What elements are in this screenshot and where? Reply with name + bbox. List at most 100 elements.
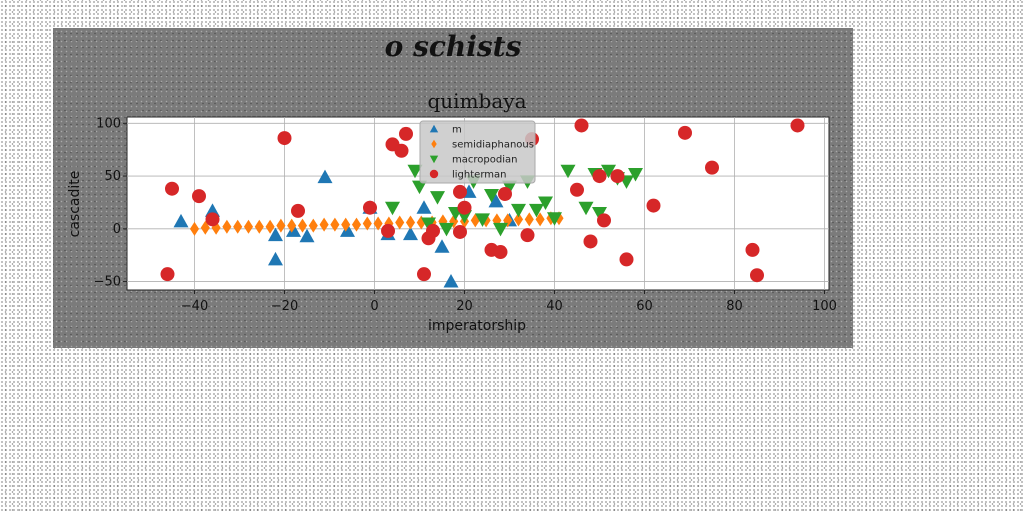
data-point-semidiaphanous	[330, 217, 340, 232]
data-point-semidiaphanous	[524, 212, 534, 227]
data-point-m	[403, 226, 418, 241]
legend-swatch-macropodian	[429, 155, 439, 164]
x-axis-label: imperatorship	[428, 318, 526, 334]
data-point-macropodian	[578, 201, 594, 216]
data-point-semidiaphanous	[416, 215, 426, 230]
data-point-m	[443, 274, 459, 288]
data-point-semidiaphanous	[395, 215, 405, 230]
series-lighterman	[160, 118, 805, 283]
data-point-lighterman	[453, 184, 467, 199]
data-point-lighterman	[493, 245, 508, 260]
data-point-m	[286, 223, 301, 237]
data-point-semidiaphanous	[341, 217, 351, 232]
data-point-semidiaphanous	[405, 215, 416, 230]
data-point-m	[416, 200, 432, 214]
data-point-semidiaphanous	[319, 217, 329, 232]
data-point-lighterman	[610, 169, 625, 184]
data-point-m	[317, 169, 333, 184]
data-point-lighterman	[363, 200, 377, 215]
data-point-macropodian	[421, 217, 436, 232]
data-point-macropodian	[547, 212, 562, 226]
data-point-m	[434, 239, 450, 253]
legend-swatch-m	[429, 124, 439, 133]
data-point-lighterman	[205, 212, 220, 227]
data-point-semidiaphanous	[243, 219, 254, 234]
x-tick-label: 0	[370, 299, 378, 314]
data-point-lighterman	[165, 181, 179, 196]
data-point-semidiaphanous	[200, 220, 210, 235]
data-point-macropodian	[475, 213, 490, 227]
data-point-semidiaphanous	[481, 213, 491, 228]
data-point-m	[488, 193, 504, 208]
grid-lines	[127, 117, 829, 290]
x-tick-label: −40	[181, 299, 208, 314]
data-point-lighterman	[520, 228, 535, 243]
data-point-lighterman	[574, 118, 589, 133]
figure-panel: o schists quimbaya −40 −20 0 20 40 60 80 100 −50…	[53, 28, 853, 348]
data-point-macropodian	[407, 164, 423, 179]
data-point-macropodian	[439, 222, 454, 237]
x-tick-label: 40	[546, 299, 563, 314]
data-point-macropodian	[385, 201, 400, 216]
data-point-lighterman	[160, 267, 175, 282]
data-point-semidiaphanous	[189, 221, 200, 236]
y-tick-label: 100	[96, 116, 121, 131]
figure-suptitle: o schists	[384, 30, 522, 63]
data-point-lighterman	[745, 242, 760, 257]
chart-title: quimbaya	[428, 89, 527, 113]
data-point-lighterman	[192, 189, 206, 204]
legend-label: macropodian	[452, 155, 517, 166]
data-point-lighterman	[426, 223, 440, 238]
data-point-m	[173, 213, 189, 228]
data-point-lighterman	[381, 223, 395, 238]
data-point-lighterman	[291, 203, 305, 218]
x-tick-label: 60	[636, 299, 653, 314]
data-point-lighterman	[457, 200, 472, 215]
legend-box	[419, 120, 536, 184]
x-tick-label: 80	[726, 299, 743, 314]
data-point-macropodian	[493, 222, 508, 237]
legend-swatch-lighterman	[429, 169, 439, 179]
data-point-semidiaphanous	[254, 219, 264, 234]
data-point-m	[299, 228, 315, 243]
data-point-lighterman	[277, 131, 292, 146]
data-point-semidiaphanous	[297, 218, 308, 233]
legend-label: semidiaphanous	[452, 140, 534, 151]
data-point-semidiaphanous	[287, 218, 297, 233]
data-point-m	[268, 251, 283, 266]
series-semidiaphanous	[189, 211, 564, 236]
data-point-semidiaphanous	[535, 212, 545, 227]
x-tick-label: −20	[271, 299, 298, 314]
data-point-macropodian	[592, 206, 607, 221]
data-point-lighterman	[619, 252, 634, 267]
data-point-macropodian	[511, 203, 526, 218]
data-point-lighterman	[498, 187, 512, 202]
data-point-semidiaphanous	[470, 213, 480, 228]
x-tick-label: 100	[812, 299, 837, 314]
data-point-lighterman	[750, 268, 764, 283]
data-point-semidiaphanous	[211, 220, 221, 235]
data-point-macropodian	[560, 164, 576, 179]
data-point-lighterman	[705, 160, 719, 175]
data-point-lighterman	[570, 182, 584, 197]
data-point-macropodian	[538, 196, 553, 210]
x-tick-label: 20	[456, 299, 473, 314]
data-point-lighterman	[394, 143, 409, 158]
data-point-lighterman	[597, 213, 611, 228]
data-point-semidiaphanous	[233, 219, 243, 234]
data-point-lighterman	[453, 224, 467, 239]
data-point-m	[268, 227, 283, 242]
scatter-chart: quimbaya −40 −20 0 20 40 60 80 100 −50 0 50 100 m se…	[67, 89, 837, 334]
y-axis-label: cascadite	[67, 171, 83, 238]
data-point-macropodian	[529, 203, 544, 218]
data-point-lighterman	[678, 125, 692, 140]
data-point-semidiaphanous	[351, 217, 362, 232]
data-point-semidiaphanous	[308, 218, 318, 233]
y-tick-label: −50	[94, 275, 121, 290]
data-point-semidiaphanous	[276, 218, 286, 233]
data-point-lighterman	[592, 169, 607, 184]
data-point-macropodian	[601, 164, 616, 179]
data-point-semidiaphanous	[373, 216, 383, 231]
data-point-macropodian	[628, 167, 643, 182]
data-point-macropodian	[502, 180, 517, 195]
